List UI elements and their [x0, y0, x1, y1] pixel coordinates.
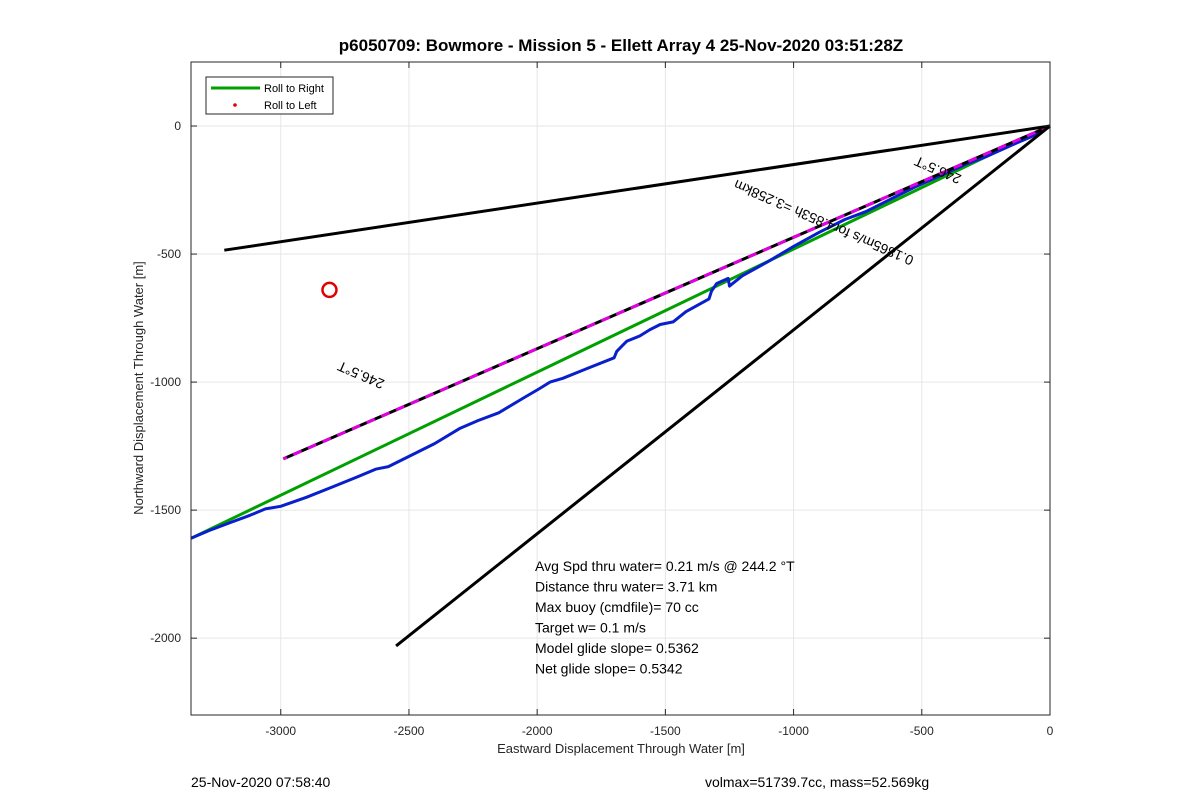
legend-box [205, 76, 334, 115]
stats-box: Avg Spd thru water= 0.21 m/s @ 244.2 °T D… [535, 558, 795, 677]
y-tick-label-4: -2000 [150, 631, 181, 645]
series-heading-line-dashes [282, 124, 1051, 461]
legend-swatch-1 [233, 103, 237, 107]
y-tick-label-3: -1500 [150, 503, 181, 517]
stats-line-1: Distance thru water= 3.71 km [535, 579, 717, 595]
stats-line-2: Max buoy (cmdfile)= 70 cc [535, 599, 699, 615]
legend-label-0: Roll to Right [264, 83, 324, 95]
series-layer [190, 124, 1051, 648]
x-tick-label-0: -3000 [265, 724, 296, 738]
x-tick-label-3: -1500 [650, 724, 681, 738]
y-axis-label: Northward Displacement Through Water [m] [131, 261, 146, 515]
y-tick-label-0: 0 [174, 119, 181, 133]
footer-timestamp: 25-Nov-2020 07:58:40 [191, 774, 331, 790]
legend: Roll to Right Roll to Left [205, 76, 334, 115]
x-axis-label: Eastward Displacement Through Water [m] [497, 741, 745, 756]
x-tick-label-4: -1000 [778, 724, 809, 738]
series-lower-bound [395, 124, 1051, 648]
stats-line-4: Model glide slope= 0.5362 [535, 640, 699, 656]
stats-line-3: Target w= 0.1 m/s [535, 620, 646, 636]
stats-line-0: Avg Spd thru water= 0.21 m/s @ 244.2 °T [535, 558, 795, 574]
stats-line-5: Net glide slope= 0.5342 [535, 661, 683, 677]
legend-label-1: Roll to Left [264, 100, 317, 112]
footer-parameters: volmax=51739.7cc, mass=52.569kg [705, 774, 930, 790]
chart-title: p6050709: Bowmore - Mission 5 - Ellett A… [339, 36, 903, 55]
chart: -3000 -2500 -2000 -1500 -1000 -500 0 0 -500 -1000… [131, 36, 1054, 756]
x-tick-label-5: -500 [910, 724, 934, 738]
ticks: -3000 -2500 -2000 -1500 -1000 -500 0 0 -500 -1000… [150, 62, 1054, 738]
y-tick-label-2: -1000 [150, 375, 181, 389]
series-track [190, 124, 1051, 540]
x-tick-label-2: -2000 [522, 724, 553, 738]
axes-box [190, 61, 1051, 716]
target-marker [321, 281, 338, 299]
series-upper-bound [224, 124, 1051, 252]
plot-area [191, 62, 1050, 715]
series-roll-to-right [190, 124, 1051, 540]
x-tick-label-1: -2500 [394, 724, 425, 738]
x-tick-label-6: 0 [1047, 724, 1054, 738]
y-tick-label-1: -500 [157, 247, 181, 261]
